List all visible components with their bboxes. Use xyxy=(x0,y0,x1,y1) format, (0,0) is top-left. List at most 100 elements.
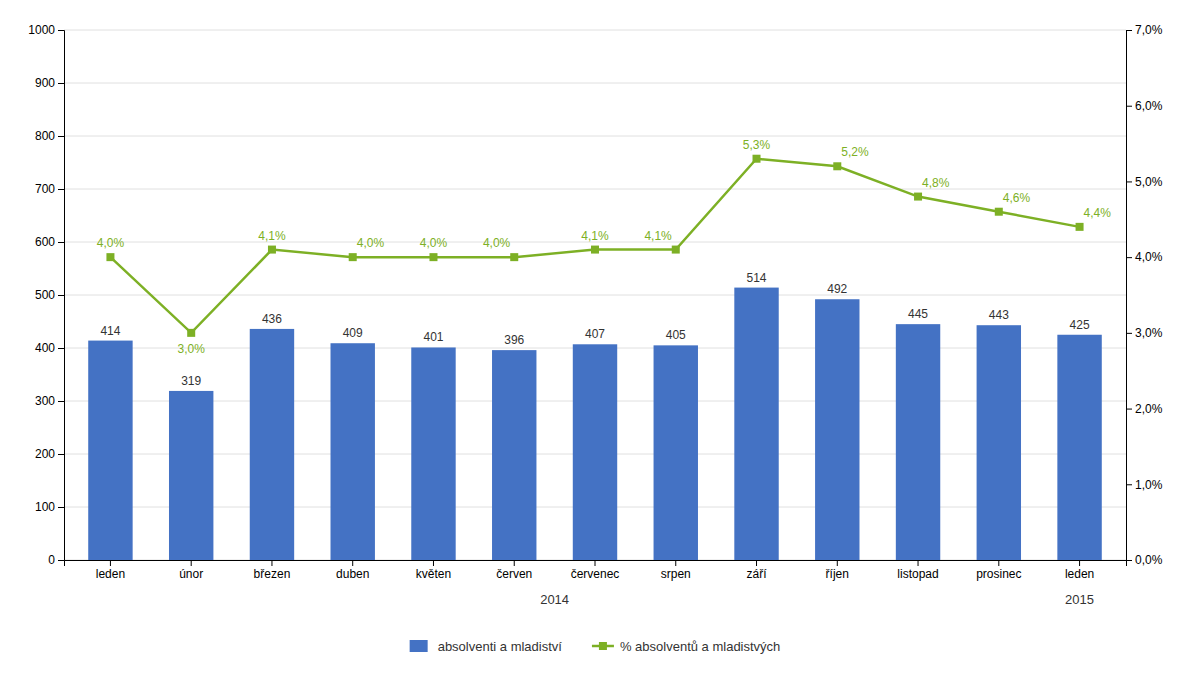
tick: 200 xyxy=(35,447,64,461)
tick-label: 500 xyxy=(35,288,55,302)
tick-mark xyxy=(352,560,353,566)
bar-label: 401 xyxy=(423,330,443,344)
line-label: 4,6% xyxy=(1003,191,1031,205)
tick: listopad xyxy=(897,560,938,581)
tick-label: duben xyxy=(336,567,369,581)
tick: 100 xyxy=(35,500,64,514)
tick: 2,0% xyxy=(1126,402,1163,416)
chart: 4143194364094013964074055144924454434254… xyxy=(0,0,1200,675)
tick-mark xyxy=(837,560,838,566)
legend: absolventi a mladiství % absolventů a mla… xyxy=(410,639,781,654)
data-labels: 4143194364094013964074055144924454434254… xyxy=(97,138,1111,388)
tick-label: říjen xyxy=(826,567,849,581)
axis-line xyxy=(58,31,65,561)
marker xyxy=(833,162,841,170)
tick-mark xyxy=(58,83,64,84)
tick: září xyxy=(747,560,768,581)
tick-mark xyxy=(58,30,64,31)
marker xyxy=(510,253,518,261)
tick: 700 xyxy=(35,182,64,196)
tick: červen xyxy=(496,560,532,581)
tick-label: 3,0% xyxy=(1135,326,1163,340)
tick: 0,0% xyxy=(1126,553,1163,567)
tick: srpen xyxy=(661,560,691,581)
tick: 5,0% xyxy=(1126,175,1163,189)
tick-mark xyxy=(110,560,111,566)
bar-label: 409 xyxy=(343,326,363,340)
bar xyxy=(411,347,455,560)
tick: 3,0% xyxy=(1126,326,1163,340)
line-label: 4,0% xyxy=(420,236,448,250)
bar-label: 405 xyxy=(666,328,686,342)
tick-mark xyxy=(1126,181,1132,182)
marker xyxy=(106,253,114,261)
tick-mark xyxy=(1126,106,1132,107)
line xyxy=(110,159,1079,333)
tick-mark xyxy=(756,560,757,566)
tick-mark xyxy=(433,560,434,566)
bar-label: 319 xyxy=(181,374,201,388)
bar xyxy=(977,325,1021,560)
tick: leden xyxy=(96,560,125,581)
bar-label: 414 xyxy=(100,324,120,338)
axis-line xyxy=(1127,31,1133,561)
tick-mark xyxy=(595,560,596,566)
bar-label: 445 xyxy=(908,307,928,321)
grid-line xyxy=(64,295,1126,296)
tick-label: 900 xyxy=(35,76,55,90)
tick-label: prosinec xyxy=(976,567,1021,581)
tick: červenec xyxy=(571,560,620,581)
grid xyxy=(64,30,1126,560)
grid-line xyxy=(64,136,1126,137)
tick-mark xyxy=(191,560,192,566)
legend-marker xyxy=(599,642,607,650)
bar xyxy=(573,344,617,560)
markers xyxy=(106,155,1083,337)
bar xyxy=(1057,335,1101,560)
tick: 7,0% xyxy=(1126,23,1163,37)
tick: 4,0% xyxy=(1126,250,1163,264)
tick-mark xyxy=(1079,560,1080,566)
tick: 1,0% xyxy=(1126,478,1163,492)
tick-mark xyxy=(1126,484,1132,485)
bar-label: 514 xyxy=(747,271,767,285)
tick: 6,0% xyxy=(1126,99,1163,113)
tick: 800 xyxy=(35,129,64,143)
tick-label: 5,0% xyxy=(1135,175,1163,189)
marker xyxy=(349,253,357,261)
line-label: 4,1% xyxy=(258,229,286,243)
tick-mark xyxy=(1126,30,1132,31)
legend-label: % absolventů a mladistvých xyxy=(620,639,780,654)
bar-label: 407 xyxy=(585,327,605,341)
tick-label: 400 xyxy=(35,341,55,355)
tick-mark xyxy=(58,189,64,190)
tick-mark xyxy=(1126,560,1132,561)
legend-item: absolventi a mladiství xyxy=(410,639,563,654)
tick-mark xyxy=(58,454,64,455)
tick-label: 100 xyxy=(35,500,55,514)
tick: 0 xyxy=(48,553,64,567)
tick: říjen xyxy=(826,560,849,581)
tick-label: 0 xyxy=(48,553,55,567)
tick-label: 700 xyxy=(35,182,55,196)
marker xyxy=(1076,223,1084,231)
marker xyxy=(914,193,922,201)
bar xyxy=(169,391,213,560)
tick-label: září xyxy=(747,567,768,581)
line-label: 5,3% xyxy=(743,138,771,152)
line-label: 4,0% xyxy=(483,236,511,250)
bar xyxy=(250,329,294,560)
tick-mark xyxy=(1126,409,1132,410)
grid-line xyxy=(64,189,1126,190)
bar-label: 425 xyxy=(1070,318,1090,332)
plot: 4143194364094013964074055144924454434254… xyxy=(28,23,1162,607)
tick-label: červenec xyxy=(571,567,620,581)
tick: duben xyxy=(336,560,369,581)
marker xyxy=(591,246,599,254)
line-label: 3,0% xyxy=(178,342,206,356)
tick-label: 800 xyxy=(35,129,55,143)
bar-label: 443 xyxy=(989,308,1009,322)
grid-line xyxy=(64,83,1126,84)
x-axis: ledenúnorbřezendubenkvětenčervenčervenec… xyxy=(65,560,1127,581)
tick-mark xyxy=(58,560,64,561)
